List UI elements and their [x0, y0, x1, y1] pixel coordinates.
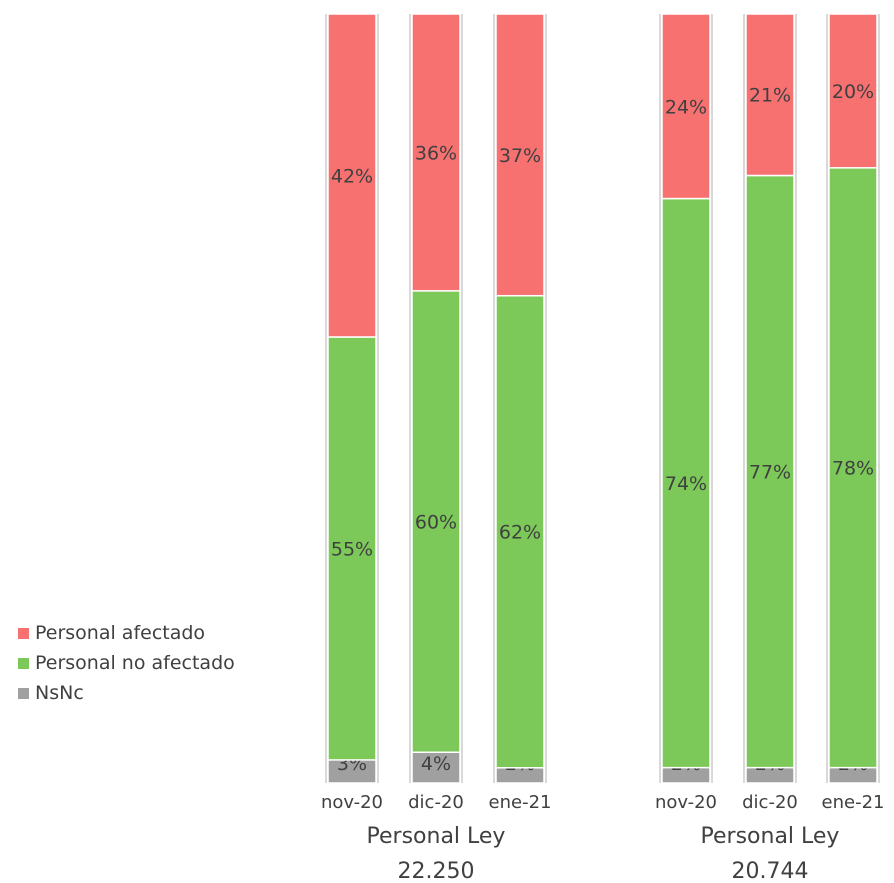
- legend-label: Personal afectado: [35, 622, 206, 644]
- legend-swatch-personal-afectado: [18, 627, 29, 639]
- data-label-box: [831, 72, 875, 109]
- data-label-box: [664, 88, 708, 125]
- data-label-box: [414, 134, 458, 171]
- category-tick-label: nov-20: [655, 792, 717, 813]
- legend-item-personal-afectado: Personal afectado: [18, 620, 235, 646]
- data-label: 74%: [665, 473, 707, 495]
- data-label: 42%: [331, 165, 373, 187]
- category-tick-label: dic-20: [742, 792, 798, 813]
- data-label: 55%: [331, 538, 373, 560]
- data-label: 36%: [415, 142, 457, 164]
- data-label: 24%: [665, 96, 707, 118]
- data-label: 4%: [421, 753, 451, 775]
- group-label-line2: 22.250: [398, 859, 475, 883]
- data-label-box: [831, 449, 875, 486]
- group-label-line1: Personal Ley: [367, 824, 506, 849]
- chart-legend: Personal afectado Personal no afectado N…: [18, 620, 235, 710]
- category-tick-label: dic-20: [408, 792, 464, 813]
- legend-label: Personal no afectado: [35, 652, 235, 674]
- legend-item-personal-no-afectado: Personal no afectado: [18, 650, 235, 676]
- data-label: 62%: [499, 522, 541, 544]
- category-tick-label: nov-20: [321, 792, 383, 813]
- category-tick-label: ene-21: [489, 792, 552, 813]
- data-label-box: [330, 157, 374, 194]
- data-label-box: [498, 136, 542, 173]
- data-label: 20%: [832, 81, 874, 103]
- data-label-box: [664, 465, 708, 502]
- data-label: 21%: [749, 85, 791, 107]
- legend-swatch-nsnc: [18, 687, 29, 699]
- data-label: 60%: [415, 512, 457, 534]
- category-tick-label: ene-21: [822, 792, 885, 813]
- data-label-box: [748, 76, 792, 113]
- data-label: 37%: [499, 145, 541, 167]
- data-label: 78%: [832, 458, 874, 480]
- data-label-box: [414, 503, 458, 540]
- data-label-box: [498, 513, 542, 550]
- group-label-line2: 20.744: [732, 859, 809, 883]
- legend-label: NsNc: [35, 682, 84, 704]
- group-label-line1: Personal Ley: [701, 824, 840, 849]
- legend-swatch-personal-no-afectado: [18, 657, 29, 669]
- data-label-box: [330, 530, 374, 567]
- data-label-box: [748, 453, 792, 490]
- data-label: 77%: [749, 462, 791, 484]
- legend-item-nsnc: NsNc: [18, 680, 235, 706]
